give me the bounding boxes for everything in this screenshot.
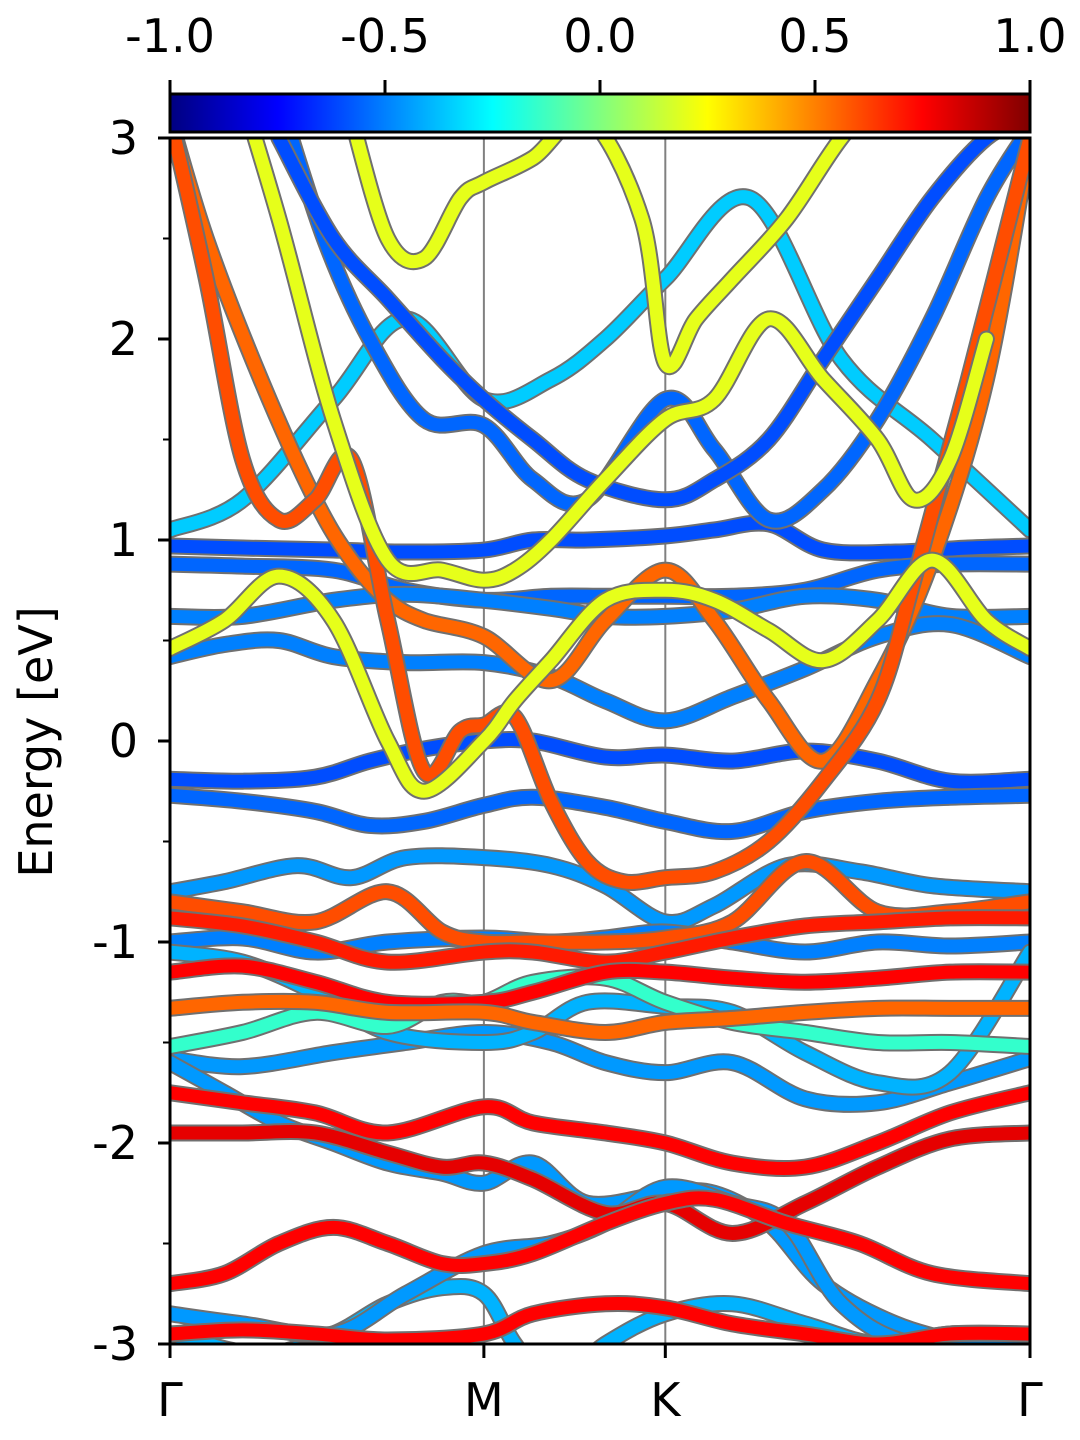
y-tick-label: -3 [92,1317,138,1371]
x-tick-label: K [650,1373,682,1427]
band-line [170,732,1030,789]
x-tick-label: Γ [157,1373,183,1427]
band-line [170,1124,1030,1240]
band-line [350,138,850,373]
y-tick-label: 2 [109,312,138,366]
band-line [170,855,1030,950]
y-tick-label: 0 [109,714,138,768]
band-line [170,849,1030,930]
band-line [170,553,1030,798]
band-line [170,138,1030,768]
x-tick-label: M [464,1373,504,1427]
band-line [272,138,998,507]
band-line [170,1191,1030,1291]
y-axis-ticks: 3 2 1 0 -1 -2 -3 [92,111,170,1371]
x-tick-label: Γ [1017,1373,1043,1427]
band-line [170,959,1030,1011]
y-tick-label: -2 [92,1116,138,1170]
band-line [170,617,1030,728]
band-line [170,994,1030,1039]
y-tick-label: -1 [92,915,138,969]
y-axis-label: Energy [eV] [9,606,63,877]
colorbar-tick-label: 0.5 [778,9,851,63]
colorbar-gradient [168,92,1032,134]
colorbar-ticks: -1.0 -0.5 0.0 0.5 1.0 [125,9,1067,94]
band-line [170,1025,1030,1111]
band-line [170,788,1030,839]
band-line [170,138,1030,889]
band-line [170,911,1030,969]
colorbar-tick-label: -0.5 [340,9,430,63]
band-line [248,138,993,587]
band-line [170,1086,1030,1175]
colorbar-tick-label: 0.0 [563,9,636,63]
y-tick-label: 3 [109,111,138,165]
y-tick-label: 1 [109,513,138,567]
band-line [170,945,1030,1094]
colorbar: -1.0 -0.5 0.0 0.5 1.0 [125,9,1067,134]
band-line [170,516,1030,560]
colorbar-tick-label: 1.0 [993,9,1066,63]
bands [170,138,1030,1344]
colorbar-tick-label: -1.0 [125,9,215,63]
band-line [284,138,1030,528]
